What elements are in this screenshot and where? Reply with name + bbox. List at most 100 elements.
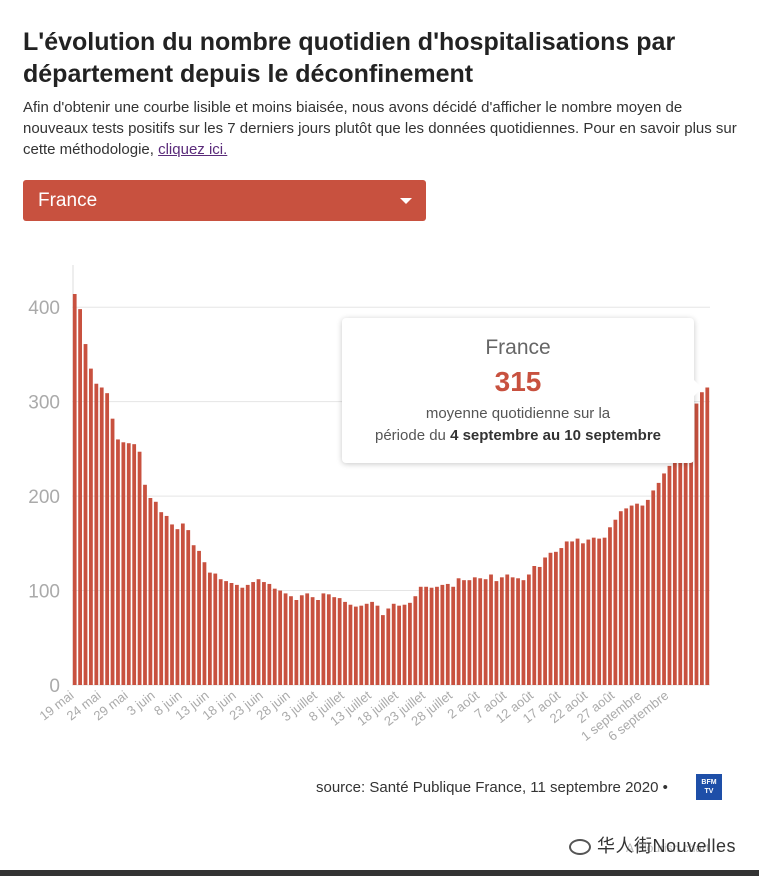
bar[interactable] bbox=[429, 587, 434, 685]
bar[interactable] bbox=[700, 392, 704, 685]
bar[interactable] bbox=[164, 515, 169, 685]
bar[interactable] bbox=[543, 557, 547, 686]
bar[interactable] bbox=[559, 548, 564, 685]
bar[interactable] bbox=[483, 579, 488, 685]
bar[interactable] bbox=[143, 484, 147, 685]
bar[interactable] bbox=[305, 593, 310, 685]
bar[interactable] bbox=[245, 584, 250, 685]
bar[interactable] bbox=[180, 523, 185, 686]
bar[interactable] bbox=[370, 601, 374, 685]
bar[interactable] bbox=[564, 541, 569, 685]
bar[interactable] bbox=[656, 482, 661, 685]
bar[interactable] bbox=[170, 524, 174, 685]
bar[interactable] bbox=[489, 574, 493, 686]
bar[interactable] bbox=[251, 582, 256, 685]
bar[interactable] bbox=[462, 580, 466, 685]
bar[interactable] bbox=[224, 581, 228, 685]
bar[interactable] bbox=[294, 600, 299, 685]
bar[interactable] bbox=[89, 368, 93, 685]
bar[interactable] bbox=[591, 537, 596, 685]
bar[interactable] bbox=[262, 582, 266, 685]
bar[interactable] bbox=[505, 574, 510, 686]
bar[interactable] bbox=[83, 344, 88, 685]
bar[interactable] bbox=[310, 597, 315, 685]
bar[interactable] bbox=[207, 572, 212, 685]
bar[interactable] bbox=[278, 590, 283, 685]
bar[interactable] bbox=[494, 581, 499, 685]
bar[interactable] bbox=[289, 596, 293, 685]
flourish-credit[interactable]: A Flourish chart bbox=[626, 841, 710, 855]
bar[interactable] bbox=[597, 538, 602, 685]
bar[interactable] bbox=[408, 602, 412, 685]
bar[interactable] bbox=[353, 606, 358, 685]
bar[interactable] bbox=[267, 583, 272, 685]
bar[interactable] bbox=[137, 451, 142, 685]
bar[interactable] bbox=[78, 309, 82, 685]
bar[interactable] bbox=[635, 503, 639, 685]
bar[interactable] bbox=[602, 537, 607, 685]
bar[interactable] bbox=[256, 579, 261, 685]
bar[interactable] bbox=[521, 580, 526, 685]
bar[interactable] bbox=[662, 473, 666, 685]
bar[interactable] bbox=[240, 587, 245, 685]
bar[interactable] bbox=[94, 383, 99, 685]
bar[interactable] bbox=[418, 586, 423, 685]
bar[interactable] bbox=[640, 505, 645, 685]
bar[interactable] bbox=[456, 578, 461, 685]
bar[interactable] bbox=[175, 529, 180, 685]
bar[interactable] bbox=[624, 508, 629, 685]
bar[interactable] bbox=[478, 578, 483, 685]
bar[interactable] bbox=[575, 538, 580, 685]
bar[interactable] bbox=[202, 562, 207, 685]
bar[interactable] bbox=[683, 457, 688, 685]
bar[interactable] bbox=[440, 584, 445, 685]
bar[interactable] bbox=[110, 418, 115, 685]
region-select[interactable]: France bbox=[23, 180, 426, 221]
bar[interactable] bbox=[554, 551, 558, 685]
bar[interactable] bbox=[148, 498, 153, 685]
bar[interactable] bbox=[159, 512, 164, 685]
bar[interactable] bbox=[537, 566, 542, 685]
bar[interactable] bbox=[235, 584, 239, 685]
bar[interactable] bbox=[283, 593, 288, 685]
bar[interactable] bbox=[672, 461, 677, 685]
bar[interactable] bbox=[705, 387, 710, 686]
bar[interactable] bbox=[570, 541, 575, 685]
bar[interactable] bbox=[413, 596, 418, 685]
bar[interactable] bbox=[629, 505, 634, 685]
bar[interactable] bbox=[581, 543, 585, 685]
bar[interactable] bbox=[364, 603, 369, 685]
bar[interactable] bbox=[451, 586, 456, 685]
bar[interactable] bbox=[435, 586, 439, 685]
bar[interactable] bbox=[472, 577, 477, 685]
bar[interactable] bbox=[586, 539, 591, 685]
bar[interactable] bbox=[667, 465, 672, 685]
bar[interactable] bbox=[397, 605, 401, 685]
bar[interactable] bbox=[499, 577, 504, 685]
bar[interactable] bbox=[548, 552, 553, 685]
bar[interactable] bbox=[191, 545, 196, 685]
bar[interactable] bbox=[343, 601, 347, 685]
bar[interactable] bbox=[348, 604, 353, 685]
bar[interactable] bbox=[402, 604, 407, 685]
bar[interactable] bbox=[651, 490, 656, 685]
bar[interactable] bbox=[391, 603, 396, 685]
bar[interactable] bbox=[359, 605, 364, 685]
bar[interactable] bbox=[105, 393, 110, 685]
bar[interactable] bbox=[694, 403, 699, 685]
bar[interactable] bbox=[516, 578, 520, 685]
bar[interactable] bbox=[689, 455, 693, 686]
bar[interactable] bbox=[153, 501, 158, 685]
bar[interactable] bbox=[608, 527, 612, 685]
bar[interactable] bbox=[72, 294, 77, 685]
bar[interactable] bbox=[375, 605, 380, 685]
bar[interactable] bbox=[321, 593, 326, 685]
bar[interactable] bbox=[116, 439, 120, 685]
bar[interactable] bbox=[618, 511, 623, 685]
bar[interactable] bbox=[337, 598, 342, 685]
bar[interactable] bbox=[467, 580, 472, 685]
bar[interactable] bbox=[218, 579, 223, 685]
bar[interactable] bbox=[678, 458, 683, 685]
bar[interactable] bbox=[126, 443, 131, 685]
bar[interactable] bbox=[645, 499, 650, 685]
